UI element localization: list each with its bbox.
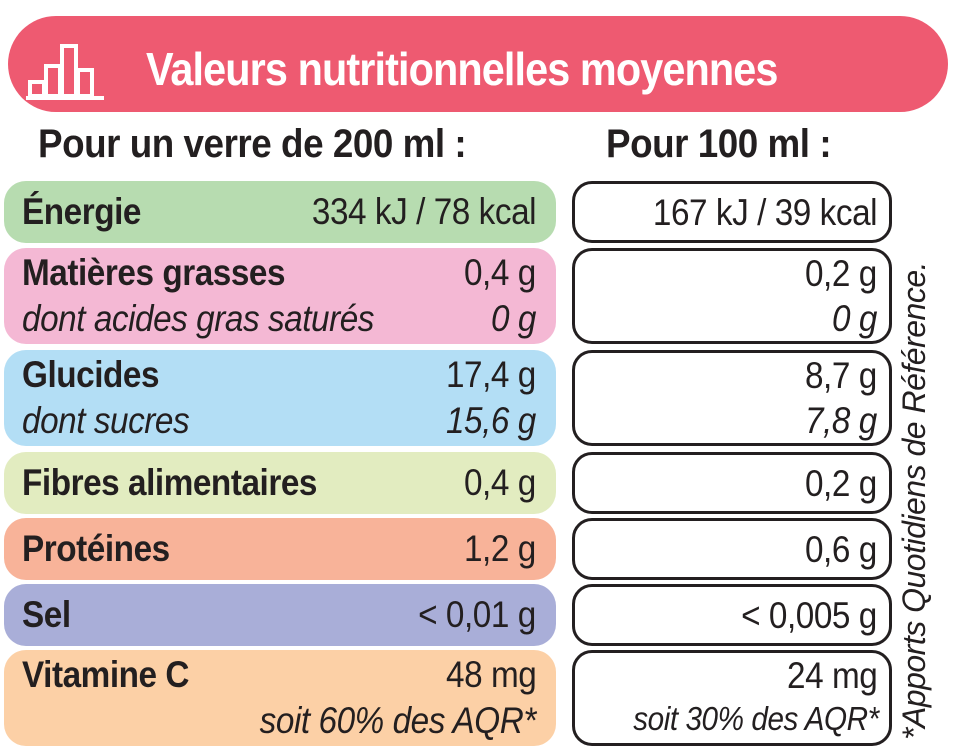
nutrient-label: Sel bbox=[22, 594, 71, 635]
row-vitamine-c: Vitamine C 48 mg soit 60% des AQR* bbox=[4, 650, 556, 746]
nutrient-sub-value-glass: 15,6 g bbox=[446, 400, 536, 441]
row-fibres: Fibres alimentaires 0,4 g bbox=[4, 452, 556, 514]
nutrient-sub-value-glass: soit 60% des AQR* bbox=[259, 700, 537, 741]
nutrient-label: Matières grasses bbox=[22, 252, 286, 293]
row-energie-per100: 167 kJ / 39 kcal bbox=[572, 181, 892, 243]
nutrient-sub-value-per100: soit 30% des AQR* bbox=[633, 700, 880, 737]
nutrient-value-per100: 0,2 g bbox=[805, 463, 877, 504]
nutrient-value-glass: 1,2 g bbox=[464, 528, 536, 569]
row-proteines: Protéines 1,2 g bbox=[4, 518, 556, 580]
nutrient-label: Fibres alimentaires bbox=[22, 462, 317, 503]
nutrient-sub-label: dont sucres bbox=[22, 400, 190, 441]
nutrient-label: Glucides bbox=[22, 354, 160, 395]
footnote: *Apports Quotidiens de Référence. bbox=[896, 261, 932, 740]
row-sel: Sel < 0,01 g bbox=[4, 584, 556, 646]
nutrient-value-per100: 24 mg bbox=[786, 655, 878, 696]
nutrient-value-glass: 48 mg bbox=[445, 654, 537, 695]
nutrient-value-glass: < 0,01 g bbox=[418, 594, 536, 635]
row-matieres-grasses: Matières grasses 0,4 g dont acides gras … bbox=[4, 248, 556, 344]
nutrient-sub-value-per100: 0 g bbox=[832, 298, 877, 339]
nutrient-value-glass: 0,4 g bbox=[464, 462, 536, 503]
nutrient-value-per100: 0,2 g bbox=[805, 253, 877, 294]
nutrient-value-per100: < 0,005 g bbox=[741, 595, 877, 636]
nutrient-label: Énergie bbox=[22, 191, 141, 232]
nutrient-label: Protéines bbox=[22, 528, 170, 569]
nutrient-sub-value-per100: 7,8 g bbox=[805, 400, 877, 441]
page-title: Valeurs nutritionnelles moyennes bbox=[146, 43, 778, 95]
row-fibres-per100: 0,2 g bbox=[572, 452, 892, 514]
nutrient-value-per100: 167 kJ / 39 kcal bbox=[652, 192, 878, 233]
row-vitamine-c-per100: 24 mg soit 30% des AQR* bbox=[572, 650, 892, 746]
nutrient-label: Vitamine C bbox=[22, 654, 189, 695]
column-header-per-100ml: Pour 100 ml : bbox=[606, 122, 832, 166]
bar-chart-icon bbox=[26, 44, 104, 100]
nutrient-value-glass: 334 kJ / 78 kcal bbox=[311, 191, 537, 232]
row-glucides-per100: 8,7 g 7,8 g bbox=[572, 350, 892, 446]
row-glucides: Glucides 17,4 g dont sucres 15,6 g bbox=[4, 350, 556, 446]
column-header-per-glass: Pour un verre de 200 ml : bbox=[38, 122, 467, 166]
row-sel-per100: < 0,005 g bbox=[572, 584, 892, 646]
nutrient-value-glass: 0,4 g bbox=[464, 252, 536, 293]
row-proteines-per100: 0,6 g bbox=[572, 518, 892, 580]
nutrient-value-per100: 8,7 g bbox=[805, 355, 877, 396]
header-banner: Valeurs nutritionnelles moyennes bbox=[8, 16, 948, 112]
nutrient-value-per100: 0,6 g bbox=[805, 529, 877, 570]
nutrient-sub-label: dont acides gras saturés bbox=[22, 298, 375, 339]
nutrient-value-glass: 17,4 g bbox=[446, 354, 536, 395]
row-matieres-grasses-per100: 0,2 g 0 g bbox=[572, 248, 892, 344]
nutrient-sub-value-glass: 0 g bbox=[491, 298, 536, 339]
row-energie: Énergie 334 kJ / 78 kcal bbox=[4, 181, 556, 243]
